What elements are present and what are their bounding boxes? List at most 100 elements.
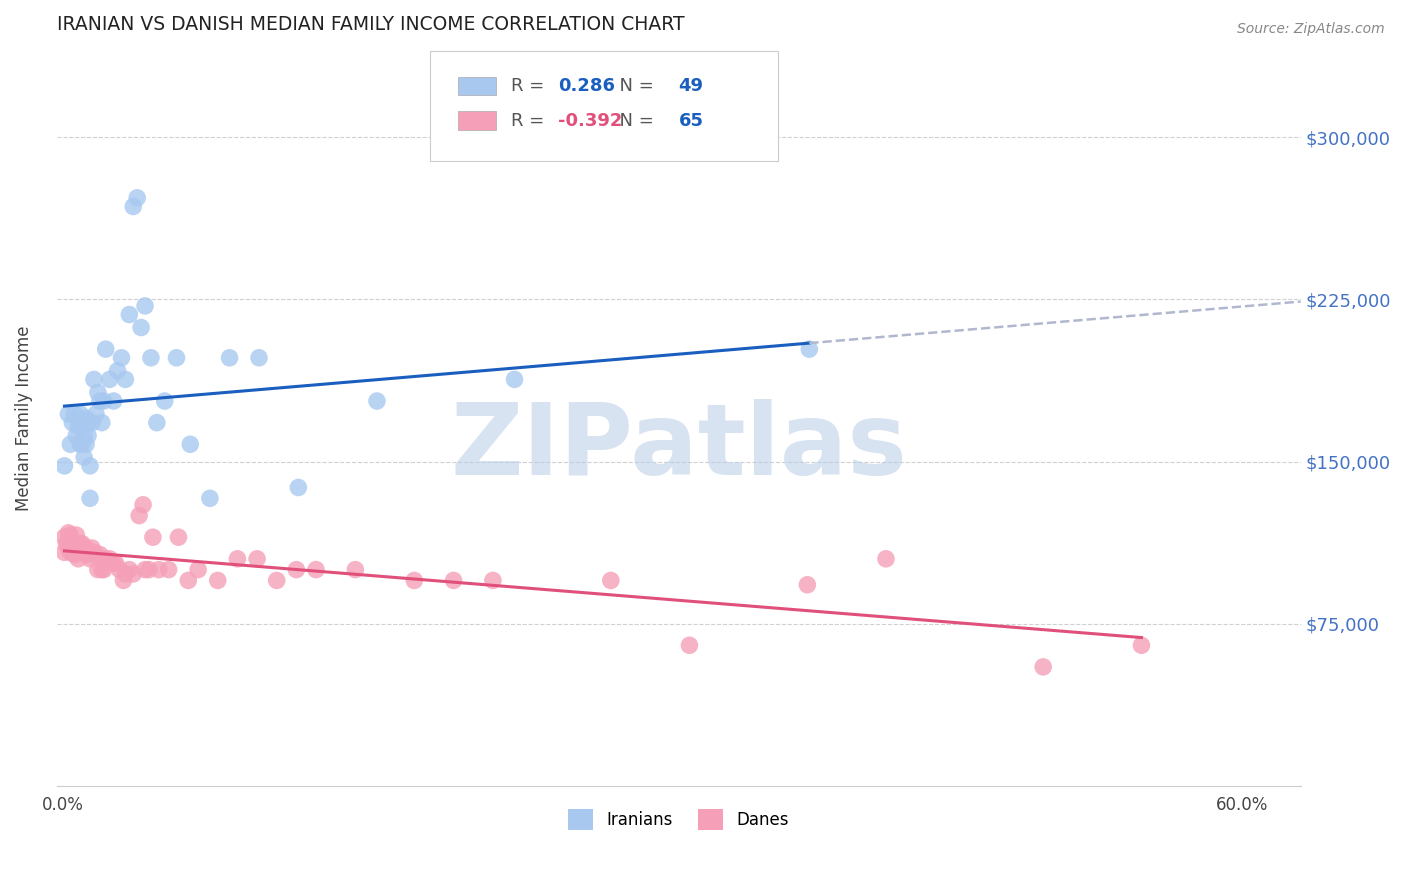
Point	[98, 372, 121, 386]
Point	[73, 428, 96, 442]
Point	[65, 428, 87, 442]
Text: N =: N =	[607, 77, 659, 95]
Point	[79, 458, 101, 473]
Point	[305, 563, 328, 577]
Point	[59, 545, 82, 559]
Text: -0.392: -0.392	[558, 112, 623, 129]
Point	[107, 364, 129, 378]
Point	[63, 548, 86, 562]
Point	[404, 574, 426, 588]
Point	[104, 556, 127, 570]
Point	[198, 491, 221, 506]
Point	[90, 416, 112, 430]
Point	[89, 548, 111, 562]
Point	[103, 556, 125, 570]
Text: R =: R =	[510, 77, 550, 95]
Point	[167, 530, 190, 544]
Point	[148, 563, 170, 577]
Point	[70, 416, 93, 430]
Point	[83, 372, 105, 386]
Point	[678, 638, 700, 652]
Point	[366, 394, 388, 409]
Point	[1130, 638, 1153, 652]
Point	[70, 437, 93, 451]
Point	[75, 437, 97, 451]
Text: 65: 65	[679, 112, 703, 129]
Point	[157, 563, 180, 577]
Point	[58, 525, 80, 540]
Point	[79, 491, 101, 506]
Point	[87, 385, 110, 400]
Point	[69, 537, 91, 551]
Text: ZIPatlas: ZIPatlas	[450, 400, 907, 496]
Point	[503, 372, 526, 386]
Point	[103, 394, 125, 409]
Point	[58, 541, 80, 555]
Point	[94, 551, 117, 566]
Point	[65, 528, 87, 542]
Point	[59, 528, 82, 542]
Point	[122, 199, 145, 213]
Point	[246, 551, 269, 566]
Point	[73, 450, 96, 465]
Point	[285, 563, 308, 577]
Point	[59, 437, 82, 451]
Point	[67, 541, 90, 555]
Point	[287, 481, 309, 495]
Point	[84, 407, 107, 421]
Point	[112, 574, 135, 588]
FancyBboxPatch shape	[430, 51, 778, 161]
Point	[60, 541, 83, 555]
Point	[53, 530, 76, 544]
Point	[77, 548, 100, 562]
Point	[73, 545, 96, 559]
Point	[90, 563, 112, 577]
Point	[77, 416, 100, 430]
Point	[69, 545, 91, 559]
Point	[93, 563, 115, 577]
Point	[114, 566, 136, 581]
Point	[114, 372, 136, 386]
Point	[134, 299, 156, 313]
Point	[75, 548, 97, 562]
Text: 0.286: 0.286	[558, 77, 614, 95]
Point	[108, 563, 131, 577]
Point	[443, 574, 465, 588]
Point	[179, 437, 201, 451]
Point	[77, 428, 100, 442]
Point	[799, 342, 821, 356]
Point	[132, 498, 155, 512]
Point	[63, 537, 86, 551]
Point	[80, 541, 103, 555]
Point	[796, 578, 818, 592]
Text: 49: 49	[679, 77, 703, 95]
Point	[153, 394, 176, 409]
Point	[58, 407, 80, 421]
Text: IRANIAN VS DANISH MEDIAN FAMILY INCOME CORRELATION CHART: IRANIAN VS DANISH MEDIAN FAMILY INCOME C…	[56, 15, 685, 34]
Point	[344, 563, 367, 577]
Point	[75, 541, 97, 555]
Point	[128, 508, 150, 523]
Text: N =: N =	[607, 112, 659, 129]
Point	[89, 394, 111, 409]
Point	[218, 351, 240, 365]
FancyBboxPatch shape	[458, 112, 496, 130]
Point	[166, 351, 188, 365]
Point	[75, 411, 97, 425]
Point	[93, 394, 115, 409]
Point	[247, 351, 270, 365]
Point	[118, 308, 141, 322]
Point	[80, 416, 103, 430]
Point	[67, 420, 90, 434]
Point	[69, 407, 91, 421]
Point	[142, 530, 165, 544]
Y-axis label: Median Family Income: Median Family Income	[15, 326, 32, 511]
Point	[1032, 660, 1054, 674]
FancyBboxPatch shape	[458, 77, 496, 95]
Point	[87, 563, 110, 577]
Point	[110, 351, 132, 365]
Point	[53, 545, 76, 559]
Point	[207, 574, 229, 588]
Point	[63, 407, 86, 421]
Point	[53, 458, 76, 473]
